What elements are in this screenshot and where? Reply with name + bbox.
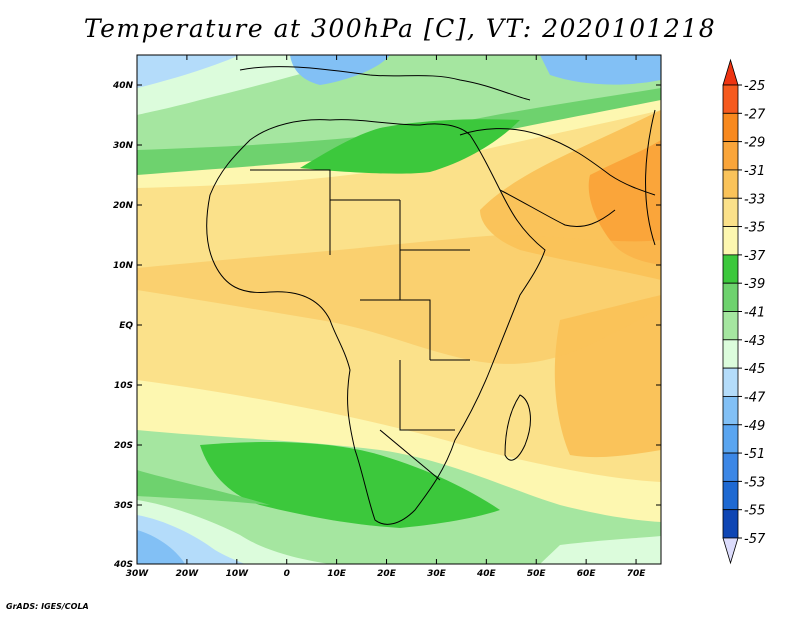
lon-tick-label: 30E xyxy=(427,569,447,579)
colorbar-segment xyxy=(722,480,739,511)
colorbar-segment xyxy=(722,509,739,539)
field-43-southeast xyxy=(540,536,661,564)
colorbar-segment xyxy=(722,169,739,199)
field-47-northeast xyxy=(540,55,661,85)
country-borders xyxy=(250,169,470,481)
colorbar-label: -49 xyxy=(744,419,765,434)
lon-tick-label: 50E xyxy=(527,569,547,579)
lon-tick-label: 10E xyxy=(327,569,347,579)
colorbar-segment xyxy=(722,282,739,312)
colorbar-label: -43 xyxy=(744,334,765,349)
lon-tick-label: 0 xyxy=(284,569,290,579)
colorbar-segment xyxy=(722,424,739,454)
colorbar-label: -41 xyxy=(744,306,765,321)
field-37-south xyxy=(200,442,500,528)
madagascar xyxy=(504,394,531,461)
arabia-coast-north xyxy=(459,128,656,196)
lat-tick-label: 30S xyxy=(114,501,133,511)
colorbar-label: -35 xyxy=(744,221,765,236)
lon-tick-label: 70E xyxy=(627,569,647,579)
lat-tick-label: 40S xyxy=(113,560,133,570)
lon-ticks: 30W 20W 10W 0 10E 20E 30E 40E 50E 60E 70E xyxy=(126,55,646,579)
field-47-southwest xyxy=(137,530,185,564)
colorbar-label: -31 xyxy=(744,164,765,179)
grads-credit: GrADS: IGES/COLA xyxy=(6,602,89,611)
colorbar-label: -55 xyxy=(744,504,765,519)
lat-tick-label: 20N xyxy=(113,201,134,211)
mediterranean-coast xyxy=(239,66,531,101)
colorbar-segment xyxy=(722,311,739,341)
colorbar-label: -33 xyxy=(744,192,765,207)
arabia-coast-south xyxy=(499,189,616,227)
india-coast xyxy=(645,109,656,246)
lon-tick-label: 40E xyxy=(476,569,497,579)
colorbar-top-arrow xyxy=(722,58,739,86)
colorbar-bottom-arrow xyxy=(722,537,739,565)
lat-tick-label: 40N xyxy=(112,81,134,91)
colorbar-segment xyxy=(722,452,739,482)
colorbar-segment xyxy=(722,226,739,256)
chart-title: Temperature at 300hPa [C], VT: 202010121… xyxy=(83,14,717,43)
lat-tick-label: 30N xyxy=(113,141,134,151)
field-29-east xyxy=(588,140,661,265)
colorbar-label: -47 xyxy=(744,390,766,405)
field-45-northwest xyxy=(137,55,240,88)
africa-coastline xyxy=(206,119,546,525)
lon-tick-label: 20W xyxy=(176,569,200,579)
lon-tick-label: 10W xyxy=(226,569,250,579)
lon-tick-label: 60E xyxy=(577,569,597,579)
lat-tick-label: 10N xyxy=(113,261,134,271)
colorbar-label: -29 xyxy=(744,136,765,151)
colorbar-label: -37 xyxy=(744,249,766,264)
lon-tick-label: 30W xyxy=(126,569,150,579)
colorbar-label: -39 xyxy=(744,277,765,292)
colorbar-segment xyxy=(722,396,739,426)
lat-ticks: 40N 30N 20N 10N EQ 10S 20S 30S 40S xyxy=(112,81,661,570)
lon-tick-label: 20E xyxy=(377,569,397,579)
colorbar-label: -45 xyxy=(744,362,765,377)
colorbar-segment xyxy=(722,84,739,114)
lat-tick-label: EQ xyxy=(119,321,133,331)
colorbar-label: -51 xyxy=(744,447,765,462)
colorbar-segment xyxy=(722,112,739,143)
map-frame xyxy=(136,54,662,565)
colorbar-segment xyxy=(722,367,739,397)
lat-tick-label: 10S xyxy=(114,381,133,391)
field-39-southwest xyxy=(137,470,270,505)
field-47-north xyxy=(290,55,390,85)
colorbar-label: -25 xyxy=(744,79,765,94)
colorbar-label: -53 xyxy=(744,475,765,490)
lat-tick-label: 20S xyxy=(114,441,133,451)
colorbar-segment xyxy=(722,254,739,284)
coastlines xyxy=(206,66,656,525)
field-31-central xyxy=(137,235,661,364)
colorbar-segment xyxy=(722,339,739,369)
colorbar-segment xyxy=(722,141,739,171)
colorbar-label: -57 xyxy=(744,532,766,547)
colorbar-label: -27 xyxy=(744,107,766,122)
colorbar: -25 -27 -29 -31 -33 -35 -37 -39 -41 -43 -45 -47 -49 -… xyxy=(722,58,766,565)
colorbar-segment xyxy=(722,197,739,227)
temperature-field xyxy=(137,55,661,564)
